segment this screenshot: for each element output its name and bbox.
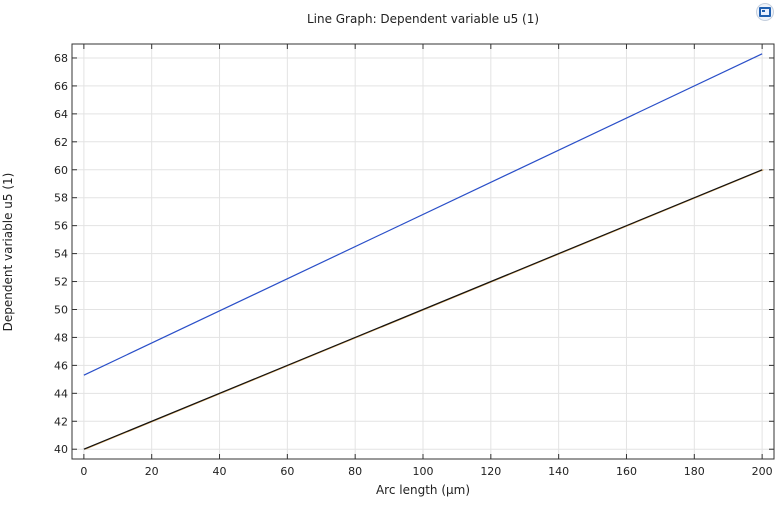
y-axis-title: Dependent variable u5 (1) — [1, 173, 15, 332]
x-tick-label: 80 — [348, 465, 362, 478]
y-tick-label: 66 — [54, 80, 68, 93]
series-group — [83, 53, 764, 450]
y-tick-label: 52 — [54, 276, 68, 289]
x-tick-label: 100 — [413, 465, 434, 478]
y-tick-label: 58 — [54, 192, 68, 205]
y-tick-label: 64 — [54, 108, 68, 121]
x-tick-label: 160 — [616, 465, 637, 478]
y-tick-label: 46 — [54, 359, 68, 372]
x-axis-title: Arc length (µm) — [376, 483, 470, 497]
y-tick-label: 48 — [54, 331, 68, 344]
x-tick-label: 140 — [548, 465, 569, 478]
x-tick-label: 0 — [80, 465, 87, 478]
y-tick-label: 42 — [54, 415, 68, 428]
y-tick-label: 56 — [54, 220, 68, 233]
x-tick-label: 120 — [480, 465, 501, 478]
y-tick-label: 50 — [54, 303, 68, 316]
y-tick-label: 60 — [54, 164, 68, 177]
y-tick-label: 40 — [54, 443, 68, 456]
y-tick-label: 68 — [54, 52, 68, 65]
y-tick-label: 54 — [54, 248, 68, 261]
chart-title: Line Graph: Dependent variable u5 (1) — [307, 12, 539, 26]
grid-lines — [72, 44, 774, 459]
x-tick-label: 200 — [752, 465, 773, 478]
series-line-1 — [83, 53, 763, 376]
x-tick-label: 60 — [280, 465, 294, 478]
zoom-extents-icon[interactable] — [755, 3, 775, 21]
series-line-3 — [83, 169, 763, 450]
y-tick-label: 44 — [54, 387, 68, 400]
x-tick-label: 40 — [213, 465, 227, 478]
x-tick-label: 180 — [684, 465, 705, 478]
axis-ticks: 0 20 40 60 80 100 120 140 160 180 200 40 42 44 46 48 50 5… — [54, 44, 774, 478]
y-tick-label: 62 — [54, 136, 68, 149]
x-tick-label: 20 — [145, 465, 159, 478]
